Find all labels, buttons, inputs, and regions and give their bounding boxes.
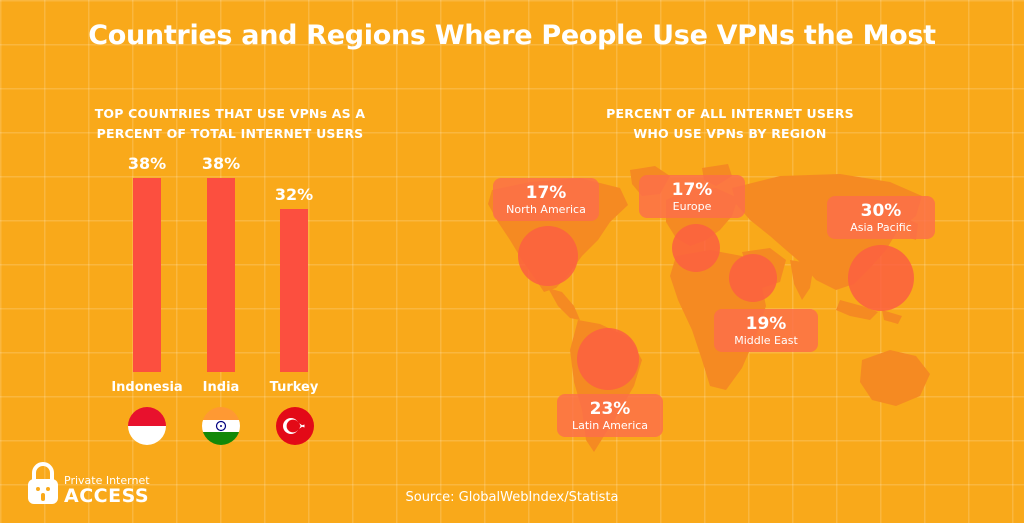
bar-value-label: 38% [127, 154, 167, 173]
bar-chart-title: TOP COUNTRIES THAT USE VPNs AS A PERCENT… [94, 106, 366, 141]
region-name: Middle East [734, 334, 798, 347]
map-chart-title: PERCENT OF ALL INTERNET USERS WHO USE VP… [606, 106, 854, 141]
region-name: Asia Pacific [850, 221, 912, 234]
region-name: Europe [672, 200, 712, 213]
north-america-bubble [518, 226, 578, 286]
logo-text-line1: Private Internet [64, 474, 150, 487]
latin-america-bubble [577, 328, 639, 390]
region-label-asia-pacific: 30% Asia Pacific [827, 196, 935, 239]
category-label: Indonesia [111, 380, 183, 395]
region-name: Latin America [571, 419, 649, 432]
asia-pacific-bubble [848, 245, 914, 311]
region-value: 30% [860, 201, 902, 221]
region-value: 23% [589, 399, 631, 419]
bar-indonesia [133, 178, 161, 372]
region-label-middle-east: 19% Middle East [714, 309, 818, 352]
region-value: 17% [671, 180, 713, 200]
region-label-north-america: 17% North America [493, 178, 599, 221]
indonesia-flag-icon [128, 407, 166, 445]
region-value: 19% [745, 314, 787, 334]
source-note: Source: GlobalWebIndex/Statista [405, 490, 619, 505]
page-title: Countries and Regions Where People Use V… [88, 20, 936, 51]
padlock-logo-icon [28, 462, 58, 504]
bar-turkey [280, 208, 308, 372]
europe-bubble [672, 224, 720, 272]
bar-value-label: 32% [274, 184, 314, 204]
region-value: 17% [525, 183, 567, 203]
middle-east-bubble [729, 254, 777, 302]
bar-india [207, 178, 235, 372]
turkey-flag-icon [276, 407, 314, 445]
category-label: Turkey [269, 380, 319, 395]
india-flag-icon [202, 407, 240, 445]
region-name: North America [506, 203, 586, 216]
bar-value-label: 38% [201, 154, 241, 173]
category-label: India [202, 380, 240, 395]
region-label-europe: 17% Europe [639, 175, 745, 218]
region-label-latin-america: 23% Latin America [557, 394, 663, 437]
logo-text-line2: ACCESS [64, 485, 150, 507]
